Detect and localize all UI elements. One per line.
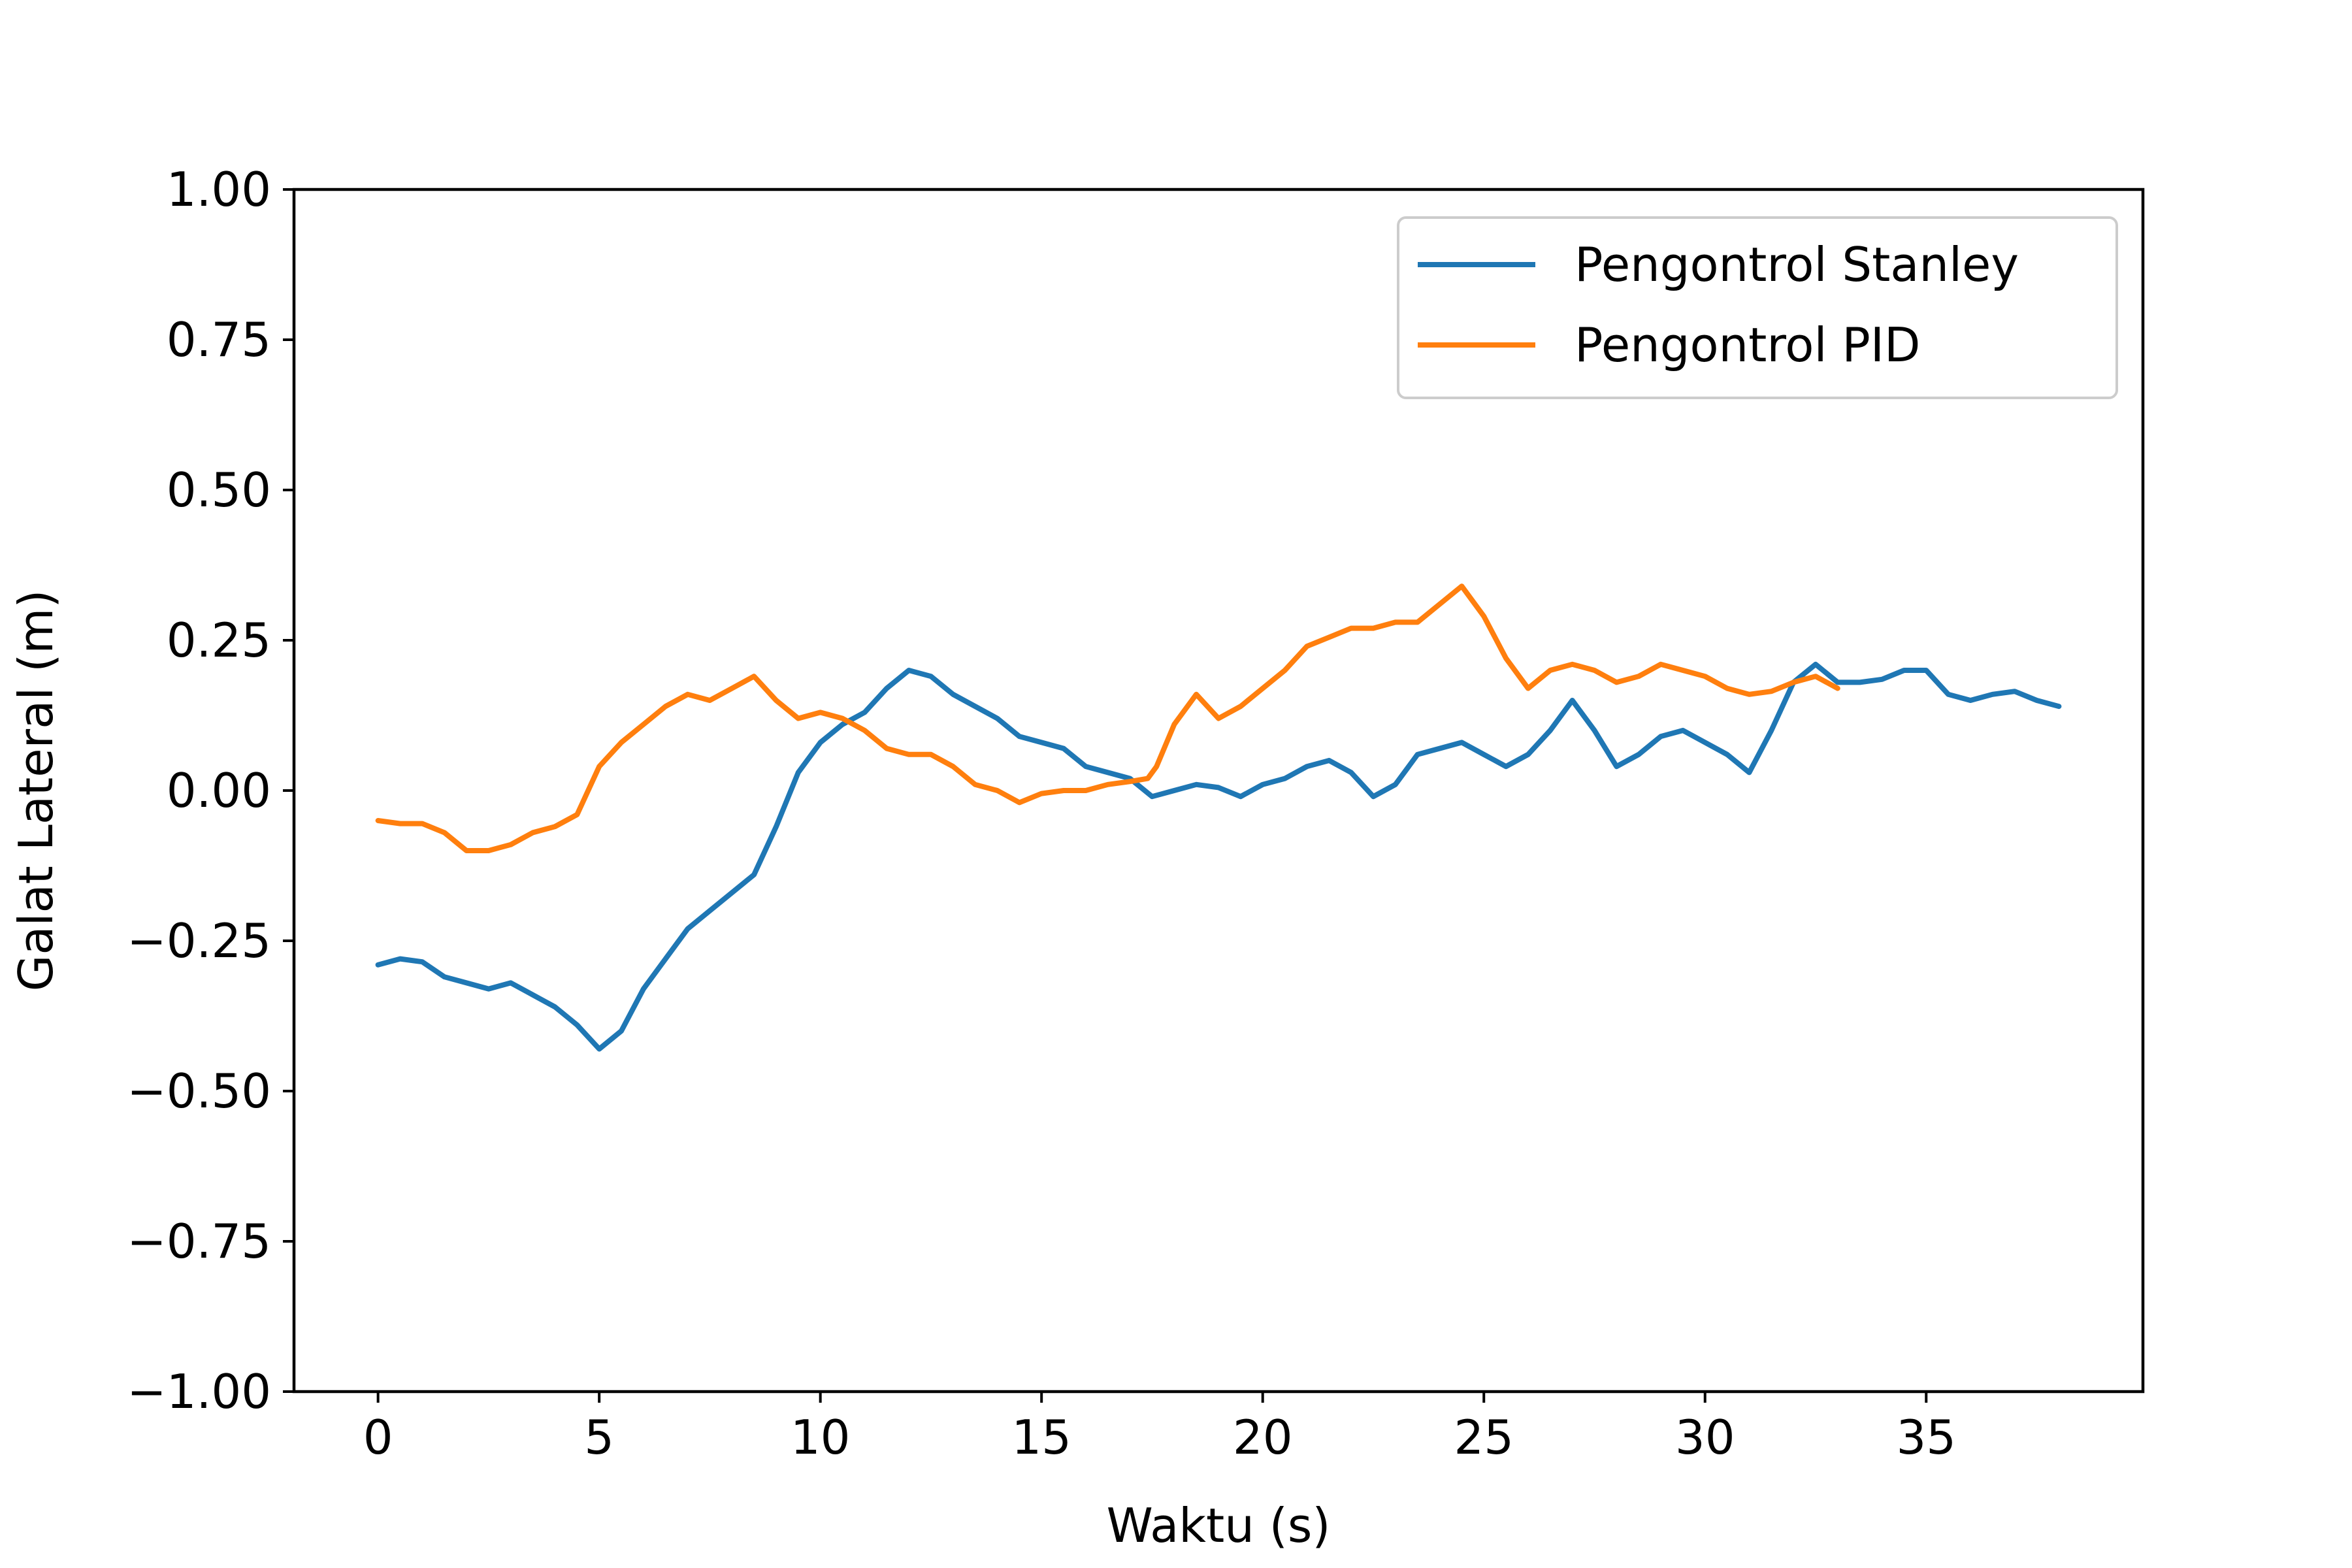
y-tick-label: 0.75: [167, 312, 271, 367]
series-layer: [375, 583, 2062, 1052]
x-tick-label: 30: [1675, 1410, 1735, 1465]
series-line-pid: [375, 583, 1840, 853]
y-tick-label: 0.50: [167, 463, 271, 517]
y-tick-label: 0.25: [167, 613, 271, 668]
y-axis: 1.00 0.75 0.50 0.25 0.00 −0.25 −0.50 −0.75 −1.00: [127, 162, 294, 1419]
x-axis-label: Waktu (s): [1107, 1498, 1331, 1553]
y-tick-label: −0.25: [127, 913, 271, 968]
y-tick-label: 0.00: [167, 763, 271, 818]
x-tick-label: 0: [363, 1410, 393, 1465]
x-axis: 0 5 10 15 20 25 30 35: [363, 1392, 1956, 1465]
y-tick-label: −1.00: [127, 1364, 271, 1419]
y-axis-label: Galat Lateral (m): [8, 590, 63, 992]
y-tick-label: 1.00: [167, 162, 271, 217]
legend-label-pid: Pengontrol PID: [1575, 318, 1920, 372]
x-tick-label: 20: [1233, 1410, 1293, 1465]
y-tick-label: −0.50: [127, 1064, 271, 1119]
y-tick-label: −0.75: [127, 1214, 271, 1269]
x-tick-label: 35: [1896, 1410, 1956, 1465]
legend-label-stanley: Pengontrol Stanley: [1575, 237, 2019, 292]
legend-box: [1397, 216, 2118, 399]
x-tick-label: 15: [1011, 1410, 1071, 1465]
x-tick-label: 10: [791, 1410, 851, 1465]
legend: Pengontrol Stanley Pengontrol PID: [1397, 216, 2118, 399]
x-tick-label: 5: [584, 1410, 614, 1465]
x-tick-label: 25: [1454, 1410, 1514, 1465]
series-line-stanley: [375, 661, 2062, 1052]
